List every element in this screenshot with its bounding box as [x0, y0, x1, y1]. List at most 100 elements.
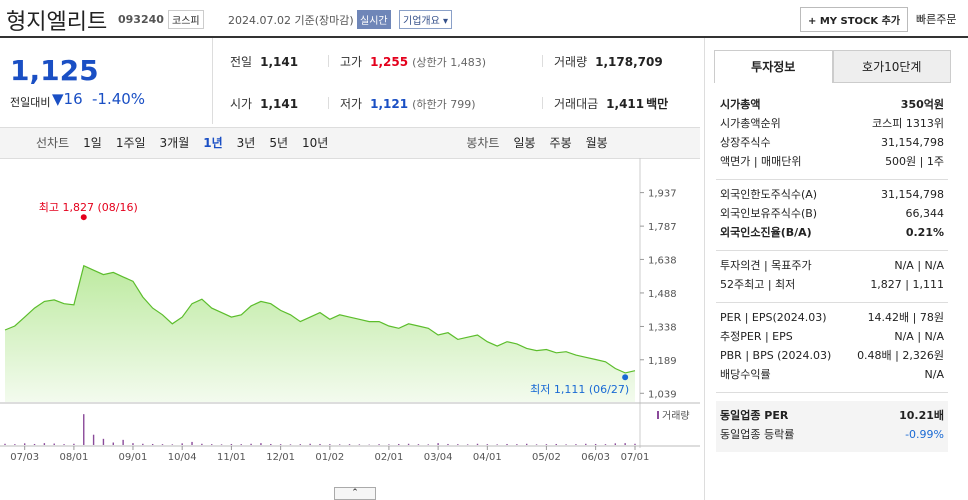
volume-bar	[417, 444, 420, 445]
volume-bar	[388, 444, 390, 445]
y-tick-label: 1,189	[648, 356, 677, 367]
line-chart-label: 선차트	[36, 136, 70, 150]
y-tick-label: 1,338	[648, 322, 677, 333]
stock-code: 093240	[118, 13, 164, 26]
x-tick-label: 12/01	[266, 452, 295, 463]
volume-bar	[476, 443, 479, 445]
volume-bar	[33, 443, 36, 445]
market-badge: 코스피	[168, 10, 204, 29]
company-dropdown[interactable]: 기업개요 ▾	[399, 10, 453, 29]
volume-bar	[171, 444, 174, 445]
info-row: 동일업종 PER 10.21배	[720, 406, 944, 425]
volume-bar	[122, 439, 124, 445]
summary-item: 전일 1,141	[230, 53, 298, 70]
volume-bar	[53, 443, 55, 445]
volume-bar	[634, 443, 636, 445]
date: 2024.07.02 기준(장마감)	[228, 14, 354, 27]
volume-bar	[329, 444, 331, 445]
period-option[interactable]: 1주일	[115, 136, 146, 150]
volume-bar	[457, 444, 459, 445]
volume-bar	[63, 444, 65, 445]
volume-bar	[407, 443, 410, 445]
summary-divider	[542, 55, 543, 67]
info-label: 액면가 | 매매단위	[720, 155, 802, 168]
quick-order[interactable]: 빠른주문	[916, 13, 957, 26]
period-option[interactable]: 5년	[269, 136, 289, 150]
info-row: 투자의견 | 목표주가 N/A | N/A	[720, 256, 944, 275]
volume-bar	[299, 444, 302, 445]
info-row: PER | EPS(2024.03) 14.42배 | 78원	[720, 308, 944, 327]
header: 형지엘리트 093240 코스피 2024.07.02 기준(장마감) 실시간 …	[0, 0, 968, 38]
volume-bar	[338, 444, 341, 445]
volume-bar	[151, 443, 154, 445]
period-option[interactable]: 1일	[83, 136, 102, 150]
volume-bar	[142, 443, 144, 445]
info-value: 10.21배	[899, 409, 944, 422]
volume-bar	[270, 443, 272, 445]
x-tick-label: 02/01	[374, 452, 403, 463]
change: ▼16	[52, 90, 83, 108]
collapse-button[interactable]: ⌃	[334, 487, 376, 500]
summary-divider	[328, 55, 329, 67]
summary-item: 고가 1,255 (상한가 1,483)	[340, 53, 486, 70]
info-label: 52주최고 | 최저	[720, 278, 796, 291]
y-tick-label: 1,787	[648, 222, 677, 233]
info-label: 외국인한도주식수(A)	[720, 188, 818, 201]
info-row: 액면가 | 매매단위 500원 | 1주	[720, 152, 944, 171]
info-value: 0.21%	[905, 226, 944, 239]
current-price: 1,125	[10, 54, 99, 87]
mystock-button[interactable]: + MY STOCK 추가	[800, 7, 909, 32]
summary-value: 1,178,709	[595, 55, 663, 69]
info-row: PBR | BPS (2024.03) 0.48배 | 2,326원	[720, 346, 944, 365]
period-option[interactable]: 1년	[203, 136, 223, 150]
change-rate: -1.40%	[92, 90, 146, 108]
period-option[interactable]: 3개월	[159, 136, 190, 150]
summary-label: 전일	[230, 55, 253, 69]
info-section: 시가총액 350억원 시가총액순위 코스피 1313위 상장주식수 31,154,798 액…	[716, 90, 948, 180]
x-tick-label: 07/03	[10, 452, 39, 463]
volume-bar	[279, 444, 282, 445]
info-section: 외국인한도주식수(A) 31,154,798 외국인보유주식수(B) 66,344 외국…	[716, 180, 948, 251]
info-value: 코스피 1313위	[872, 117, 944, 130]
tab[interactable]: 호가10단계	[832, 50, 951, 83]
volume-bar	[14, 444, 16, 445]
info-row: 배당수익률 N/A	[720, 365, 944, 384]
info-label: 외국인소진율(B/A)	[720, 226, 812, 239]
summary: 전일 1,141 고가 1,255 (상한가 1,483) 거래량 1,178,709 시가 1…	[212, 38, 700, 124]
volume-bar	[112, 442, 114, 445]
info-value: 14.42배 | 78원	[867, 311, 944, 324]
period-option[interactable]: 10년	[302, 136, 329, 150]
volume-bar	[260, 443, 262, 445]
volume-bar	[191, 441, 193, 445]
x-tick-label: 04/01	[473, 452, 502, 463]
candle-option[interactable]: 일봉	[513, 136, 536, 150]
info-label: 투자의견 | 목표주가	[720, 259, 812, 272]
info-row: 외국인한도주식수(A) 31,154,798	[720, 185, 944, 204]
candle-chart-label: 봉차트	[466, 136, 500, 150]
x-tick-label: 11/01	[217, 452, 246, 463]
summary-value: 1,411	[606, 97, 645, 111]
annotation-label: 최저 1,111 (06/27)	[530, 383, 629, 396]
volume-bar	[535, 444, 538, 445]
summary-label: 저가	[340, 97, 363, 111]
summary-divider	[328, 97, 329, 109]
info-label: PBR | BPS (2024.03)	[720, 349, 832, 362]
info-value: N/A	[924, 368, 944, 381]
candle-option[interactable]: 월봉	[585, 136, 608, 150]
y-tick-label: 1,039	[648, 389, 677, 400]
x-tick-label: 07/01	[621, 452, 650, 463]
volume-bar	[73, 443, 75, 445]
candle-option[interactable]: 주봉	[549, 136, 572, 150]
summary-label: 거래대금	[554, 97, 599, 111]
volume-bar	[4, 443, 6, 445]
info-label: 동일업종 PER	[720, 409, 789, 422]
summary-label: 시가	[230, 97, 253, 111]
period-option[interactable]: 3년	[236, 136, 256, 150]
info-section: 동일업종 PER 10.21배 동일업종 등락률 -0.99%	[716, 401, 948, 452]
tab[interactable]: 투자정보	[714, 50, 833, 83]
info-value: 66,344	[905, 207, 945, 220]
realtime[interactable]: 실시간	[357, 10, 391, 29]
summary-label: 거래량	[554, 55, 588, 69]
divider	[704, 38, 705, 500]
volume-bar	[250, 443, 252, 445]
